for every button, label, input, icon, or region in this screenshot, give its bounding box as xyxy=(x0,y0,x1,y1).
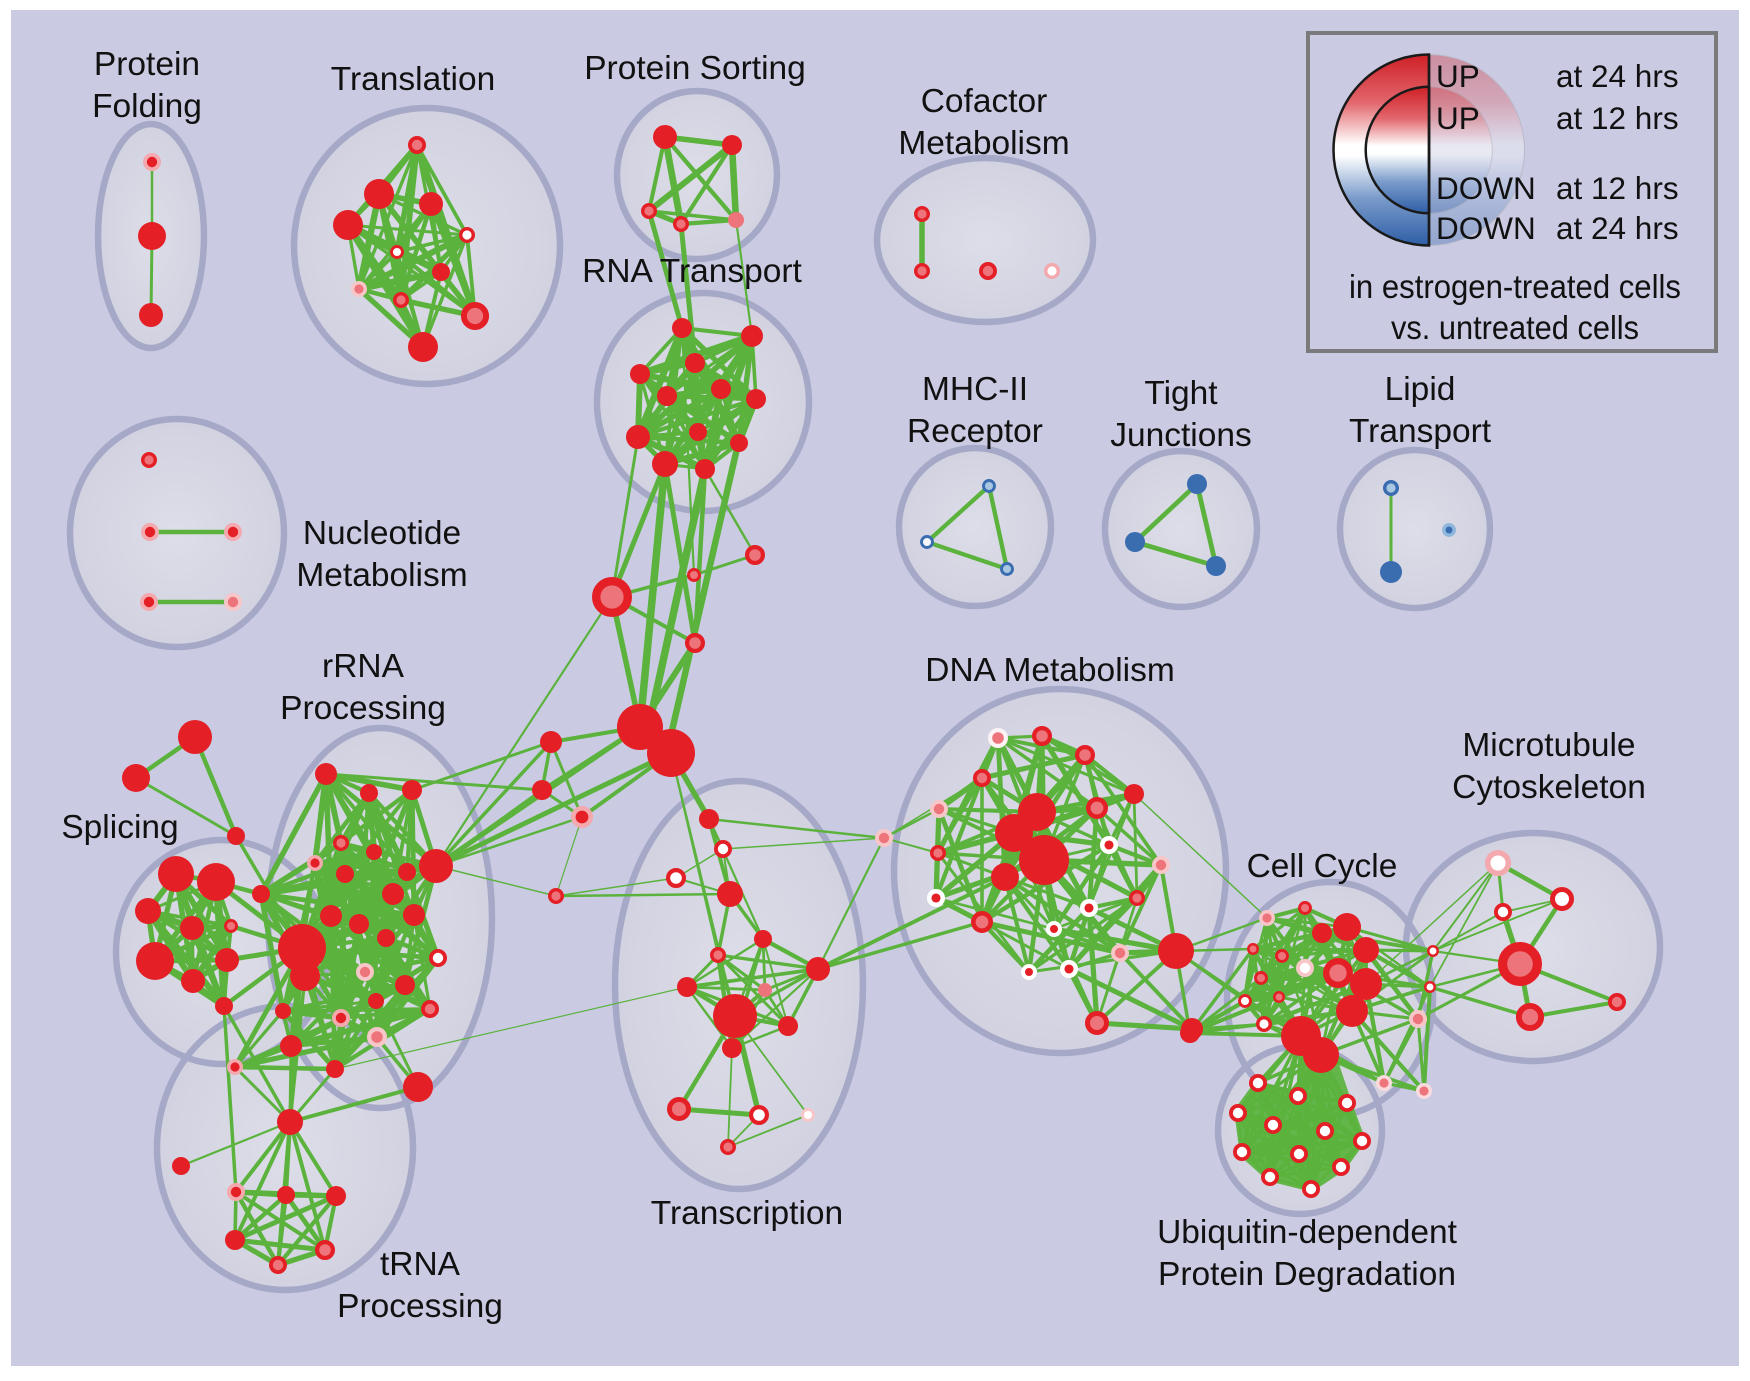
svg-text:Processing: Processing xyxy=(280,690,446,727)
svg-text:Cell Cycle: Cell Cycle xyxy=(1247,848,1398,885)
svg-text:Translation: Translation xyxy=(331,61,495,98)
svg-text:Lipid: Lipid xyxy=(1385,371,1456,408)
svg-text:Tight: Tight xyxy=(1144,375,1218,412)
svg-text:RNA Transport: RNA Transport xyxy=(582,253,802,290)
svg-text:Cytoskeleton: Cytoskeleton xyxy=(1452,769,1646,806)
svg-text:Splicing: Splicing xyxy=(61,809,178,846)
svg-text:Protein: Protein xyxy=(94,46,200,83)
svg-text:Protein Sorting: Protein Sorting xyxy=(584,50,806,87)
svg-text:UP: UP xyxy=(1436,58,1480,94)
svg-text:DOWN: DOWN xyxy=(1436,210,1536,246)
svg-text:Transcription: Transcription xyxy=(651,1195,843,1232)
svg-text:DNA Metabolism: DNA Metabolism xyxy=(925,652,1174,689)
svg-text:at 12 hrs: at 12 hrs xyxy=(1556,100,1679,136)
svg-text:Folding: Folding xyxy=(92,88,202,125)
svg-text:Microtubule: Microtubule xyxy=(1462,727,1635,764)
svg-text:UP: UP xyxy=(1436,100,1480,136)
svg-text:rRNA: rRNA xyxy=(322,648,405,685)
svg-text:in estrogen-treated cells: in estrogen-treated cells xyxy=(1349,268,1681,305)
svg-text:Receptor: Receptor xyxy=(907,413,1043,450)
svg-text:Transport: Transport xyxy=(1349,413,1492,450)
svg-text:Metabolism: Metabolism xyxy=(898,125,1069,162)
svg-text:MHC-II: MHC-II xyxy=(922,371,1028,408)
svg-text:vs. untreated cells: vs. untreated cells xyxy=(1391,309,1639,346)
svg-text:Nucleotide: Nucleotide xyxy=(303,515,461,552)
svg-text:Junctions: Junctions xyxy=(1110,417,1252,454)
svg-text:at 12 hrs: at 12 hrs xyxy=(1556,170,1679,206)
svg-text:Metabolism: Metabolism xyxy=(296,557,467,594)
svg-text:at 24 hrs: at 24 hrs xyxy=(1556,210,1679,246)
svg-text:Protein Degradation: Protein Degradation xyxy=(1158,1256,1456,1293)
svg-text:tRNA: tRNA xyxy=(380,1246,461,1283)
svg-text:Cofactor: Cofactor xyxy=(921,83,1048,120)
svg-text:DOWN: DOWN xyxy=(1436,170,1536,206)
svg-text:Ubiquitin-dependent: Ubiquitin-dependent xyxy=(1157,1214,1458,1251)
svg-text:at 24 hrs: at 24 hrs xyxy=(1556,58,1679,94)
svg-text:Processing: Processing xyxy=(337,1288,503,1325)
